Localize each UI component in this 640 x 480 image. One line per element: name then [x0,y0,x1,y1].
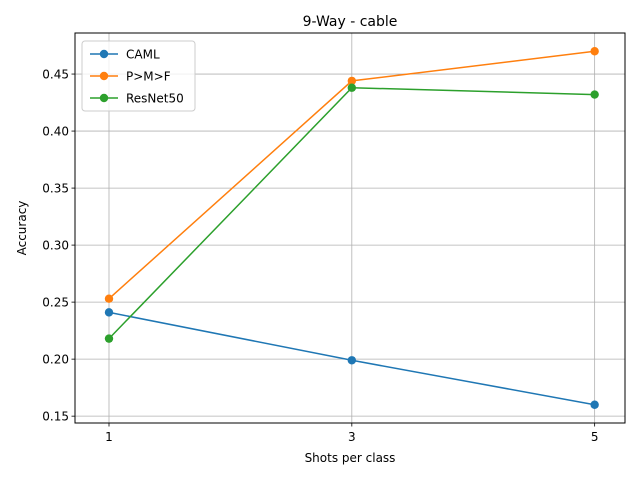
y-tick-label: 0.25 [42,295,69,309]
data-point [104,294,114,303]
x-axis-title: Shots per class [305,451,396,465]
data-point [104,308,114,317]
x-tick-label: 1 [105,430,113,444]
x-tick-label: 5 [591,430,599,444]
legend-marker [99,93,109,103]
data-point [590,90,599,99]
legend-item: P>M>F [90,69,171,83]
ticks: 0.15 0.20 0.25 0.30 0.35 0.40 0.45 1 3 5 [42,67,598,444]
legend-marker [99,71,109,81]
data-point [347,356,357,365]
legend-label: CAML [126,47,160,61]
legend-box [81,40,196,112]
y-tick-label: 0.20 [42,352,69,366]
x-tick-label: 3 [348,430,356,444]
chart-title: 9-Way - cable [303,14,398,30]
data-point [104,334,114,343]
series-1 [104,47,599,303]
legend-label: P>M>F [126,69,171,83]
y-tick-label: 0.15 [42,409,69,423]
legend-marker [99,49,109,59]
y-tick-label: 0.35 [42,181,69,195]
data-point [347,83,357,92]
data-point [590,47,599,56]
legend-item: CAML [90,47,160,61]
plot-frame [74,32,626,424]
legend: CAML P>M>F ResNet50 [81,40,196,112]
series-layer [104,47,599,409]
y-axis-title: Accuracy [15,201,29,256]
legend-item: ResNet50 [90,91,184,105]
data-point [590,400,599,409]
series-2 [104,83,599,343]
y-tick-label: 0.30 [42,238,69,252]
series-0 [104,308,599,409]
data-point [347,76,357,86]
y-tick-label: 0.45 [42,67,69,81]
legend-label: ResNet50 [126,91,184,105]
y-tick-label: 0.40 [42,124,69,138]
